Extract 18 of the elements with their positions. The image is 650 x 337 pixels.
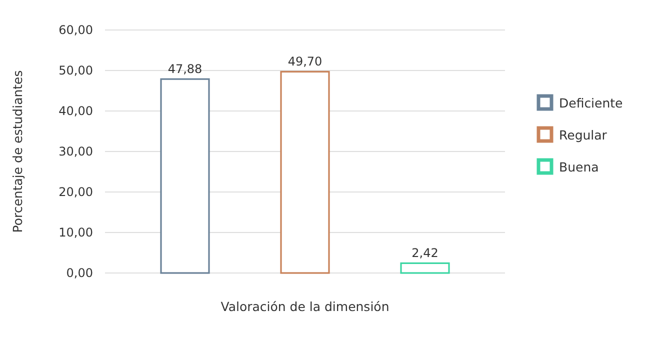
y-tick-label: 60,00	[58, 23, 93, 37]
y-axis-title: Porcentaje de estudiantes	[10, 70, 25, 233]
y-tick-label: 0,00	[66, 266, 93, 280]
y-tick-label: 40,00	[58, 104, 93, 118]
bar	[160, 78, 210, 274]
legend-label: Regular	[559, 128, 608, 142]
y-tick-label: 10,00	[58, 226, 93, 240]
bar	[400, 262, 450, 274]
x-axis-title: Valoración de la dimensión	[220, 299, 390, 314]
data-label: 49,70	[288, 54, 322, 69]
y-tick-label: 20,00	[58, 185, 93, 199]
legend-label: Deficiente	[559, 96, 624, 110]
data-label: 2,42	[412, 246, 438, 260]
data-label: 47,88	[168, 62, 202, 76]
y-tick-label: 30,00	[58, 144, 93, 158]
y-tick-label: 50,00	[58, 64, 93, 78]
bar	[280, 70, 330, 274]
legend-label: Buena	[559, 160, 599, 174]
